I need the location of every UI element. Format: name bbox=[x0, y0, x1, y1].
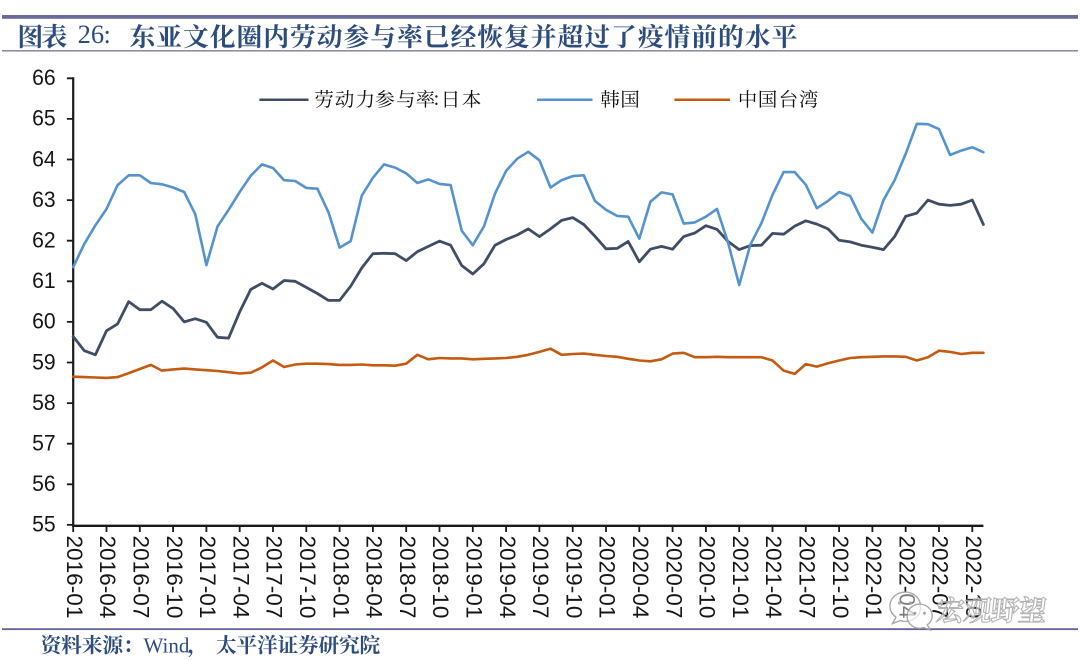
svg-text::: : bbox=[104, 19, 111, 49]
svg-text:2017-07: 2017-07 bbox=[262, 536, 287, 619]
svg-text:2019-04: 2019-04 bbox=[495, 536, 520, 619]
svg-text:2018-01: 2018-01 bbox=[328, 536, 353, 619]
svg-text:2019-01: 2019-01 bbox=[462, 536, 487, 619]
svg-text:2017-10: 2017-10 bbox=[295, 536, 320, 619]
svg-text:2018-10: 2018-10 bbox=[428, 536, 453, 619]
svg-text:26: 26 bbox=[78, 19, 105, 49]
svg-text:2020-07: 2020-07 bbox=[661, 536, 686, 619]
svg-text:64: 64 bbox=[32, 147, 56, 171]
svg-text:2016-01: 2016-01 bbox=[62, 536, 87, 619]
svg-text:66: 66 bbox=[32, 66, 56, 90]
svg-text:62: 62 bbox=[32, 228, 56, 252]
svg-text:2019-10: 2019-10 bbox=[561, 536, 586, 619]
svg-text:2018-07: 2018-07 bbox=[395, 536, 420, 619]
svg-text:2016-07: 2016-07 bbox=[129, 536, 154, 619]
svg-text:2016-04: 2016-04 bbox=[95, 536, 120, 619]
svg-text:2020-10: 2020-10 bbox=[695, 536, 720, 619]
svg-text:63: 63 bbox=[32, 188, 56, 212]
svg-text:61: 61 bbox=[32, 269, 56, 293]
svg-text:2021-10: 2021-10 bbox=[828, 536, 853, 619]
svg-text:60: 60 bbox=[32, 309, 56, 333]
svg-text:2020-01: 2020-01 bbox=[595, 536, 620, 619]
svg-text:2018-04: 2018-04 bbox=[362, 536, 387, 619]
svg-text:2022-01: 2022-01 bbox=[861, 536, 886, 619]
svg-text:55: 55 bbox=[32, 512, 56, 536]
svg-text:2021-04: 2021-04 bbox=[761, 536, 786, 619]
svg-text:2020-04: 2020-04 bbox=[628, 536, 653, 619]
svg-text:59: 59 bbox=[32, 350, 56, 374]
svg-text:2021-01: 2021-01 bbox=[728, 536, 753, 619]
svg-text:2021-07: 2021-07 bbox=[795, 536, 820, 619]
svg-text:2016-10: 2016-10 bbox=[162, 536, 187, 619]
svg-text:2019-07: 2019-07 bbox=[528, 536, 553, 619]
svg-text::: : bbox=[434, 88, 440, 110]
svg-text:2017-01: 2017-01 bbox=[195, 536, 220, 619]
svg-text:57: 57 bbox=[32, 431, 56, 455]
svg-text:56: 56 bbox=[32, 472, 56, 496]
svg-text:2017-04: 2017-04 bbox=[228, 536, 253, 619]
svg-text:Wind: Wind bbox=[144, 634, 190, 658]
svg-text:65: 65 bbox=[32, 106, 56, 130]
svg-text:58: 58 bbox=[32, 391, 56, 415]
